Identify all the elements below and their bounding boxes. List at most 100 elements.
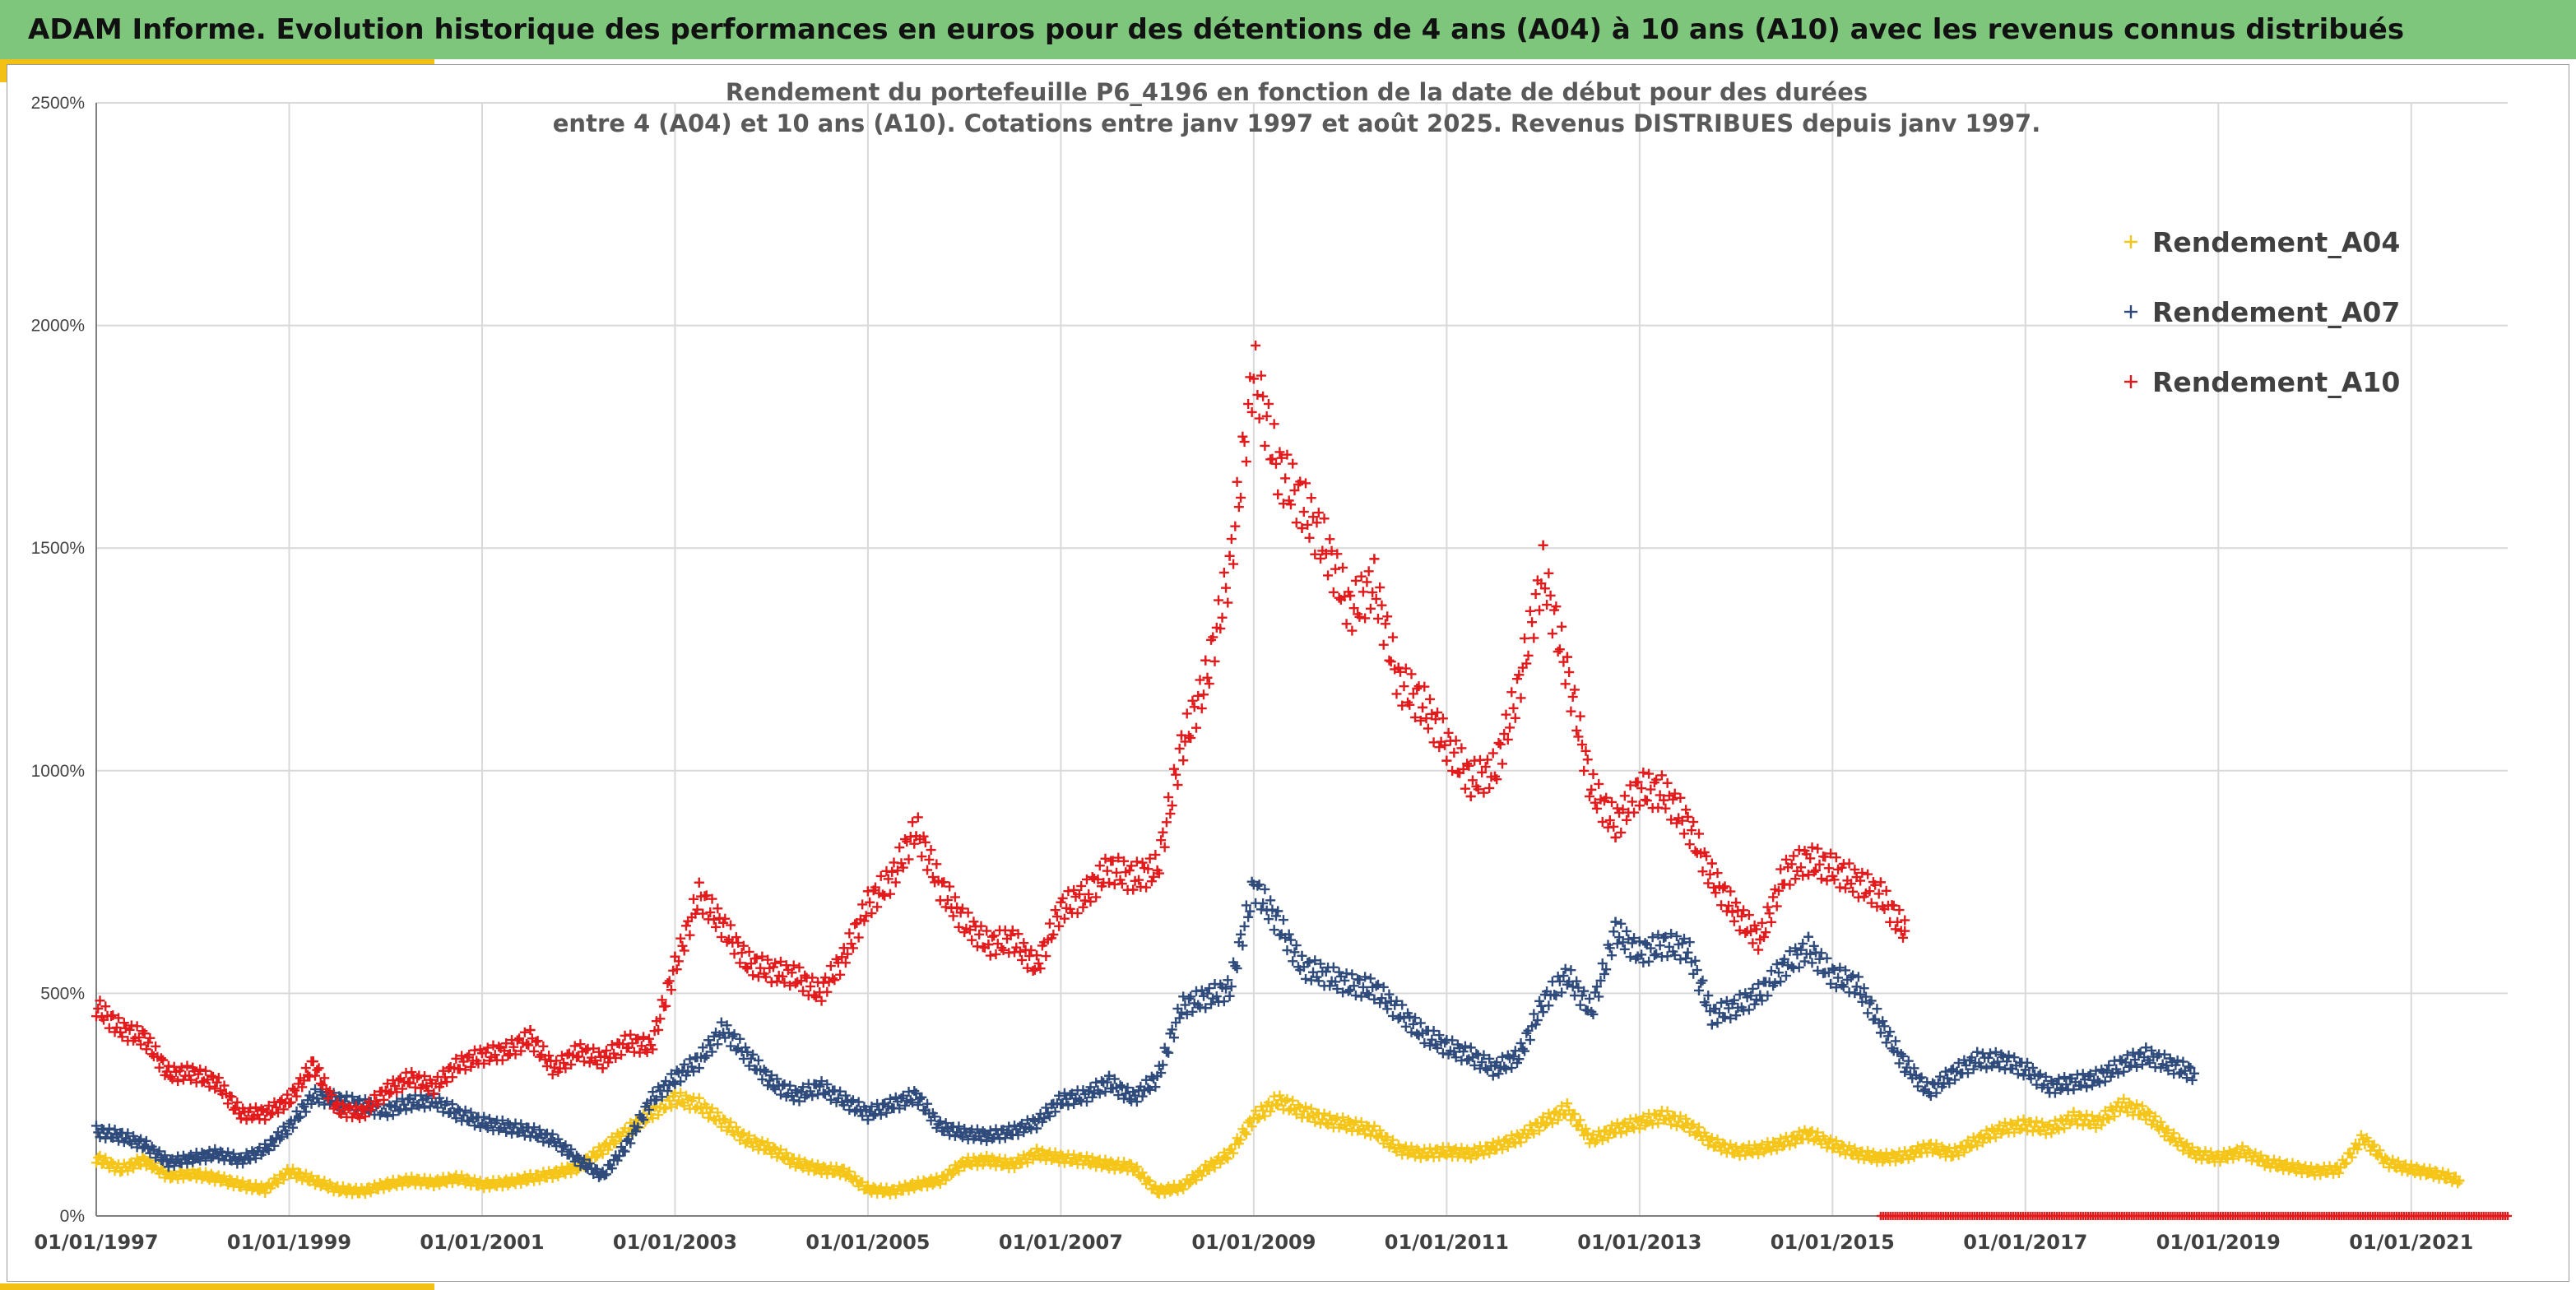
data-point <box>384 1182 395 1193</box>
data-point <box>1137 1167 1148 1178</box>
data-point <box>2389 1162 2400 1172</box>
data-point <box>1050 1147 1061 1158</box>
data-point <box>2091 1122 2101 1133</box>
data-point <box>1994 1120 2005 1130</box>
data-point <box>2137 1101 2147 1111</box>
data-point <box>250 1179 261 1190</box>
data-point <box>182 1158 193 1169</box>
data-point <box>1534 1125 1545 1136</box>
data-point <box>2104 1114 2114 1125</box>
data-point <box>597 1148 608 1159</box>
data-point <box>1590 1137 1600 1148</box>
data-point <box>1032 1144 1042 1154</box>
data-point <box>1462 1144 1473 1155</box>
data-point <box>1010 1162 1020 1173</box>
data-point <box>1863 1145 1873 1156</box>
data-point <box>838 1163 849 1174</box>
data-point <box>775 1144 786 1155</box>
data-point <box>592 1151 602 1162</box>
data-point <box>2015 1124 2026 1135</box>
data-point <box>748 1141 759 1152</box>
data-point <box>1399 1144 1409 1154</box>
data-point <box>2367 1141 2378 1152</box>
data-point <box>1790 1138 1801 1148</box>
data-point <box>260 1187 271 1198</box>
data-point <box>1603 1133 1613 1144</box>
data-point <box>1545 1113 1556 1124</box>
data-point <box>1835 1147 1845 1158</box>
data-point <box>141 1161 151 1172</box>
data-point <box>1706 1133 1717 1144</box>
data-point <box>918 1175 929 1186</box>
data-point <box>1634 1123 1645 1134</box>
data-point <box>1469 1143 1480 1153</box>
data-point <box>429 1181 439 1192</box>
data-point <box>1984 1133 1995 1144</box>
accent-stripe-left <box>0 59 7 82</box>
x-tick-label: 01/01/2009 <box>1191 1231 1316 1254</box>
data-point <box>337 1181 348 1191</box>
data-point <box>219 1171 230 1181</box>
data-point <box>2122 1107 2133 1118</box>
data-point <box>1084 1158 1094 1168</box>
data-point <box>731 1122 741 1133</box>
data-point <box>2144 1108 2155 1119</box>
data-point <box>2333 1167 2344 1178</box>
data-point <box>1775 1134 1786 1144</box>
data-point <box>2178 1145 2188 1156</box>
data-point <box>1913 1141 1924 1152</box>
data-point <box>1093 1156 1103 1167</box>
x-tick-label: 01/01/2021 <box>2349 1231 2473 1254</box>
data-point <box>1471 1150 1482 1161</box>
data-point <box>2148 1116 2159 1126</box>
banner-title: ADAM Informe. Evolution historique des p… <box>28 13 2405 46</box>
data-point <box>720 1115 731 1125</box>
data-point <box>1746 1147 1757 1158</box>
data-point <box>2165 1135 2175 1146</box>
data-point <box>2054 1125 2064 1135</box>
data-point <box>1890 1156 1901 1167</box>
data-point <box>1119 1157 1130 1167</box>
data-point <box>2072 1119 2082 1130</box>
data-point <box>100 1153 111 1163</box>
data-point <box>1718 1138 1729 1148</box>
data-point <box>1684 1126 1695 1137</box>
data-point <box>1688 1119 1699 1130</box>
data-point <box>1415 1153 1426 1163</box>
data-point <box>2163 1125 2174 1135</box>
data-point <box>1097 1162 1107 1172</box>
data-point <box>1653 1118 1664 1129</box>
data-point <box>2430 1166 2441 1176</box>
data-point <box>1831 1135 1841 1146</box>
data-point <box>378 1184 389 1195</box>
data-point <box>136 1134 146 1144</box>
data-point <box>393 1174 404 1185</box>
data-point <box>109 1125 120 1135</box>
data-point <box>2068 1107 2079 1117</box>
data-point <box>1209 1162 1220 1173</box>
data-point <box>690 1103 701 1114</box>
x-tick-label: 01/01/1999 <box>227 1231 351 1254</box>
x-tick-label: 01/01/2019 <box>2156 1231 2281 1254</box>
data-marks <box>91 340 2512 1220</box>
data-point <box>2306 1161 2317 1172</box>
x-tick-label: 01/01/2017 <box>1963 1231 2087 1254</box>
data-point <box>1236 1135 1246 1145</box>
data-point <box>2063 1110 2073 1121</box>
data-point <box>744 1130 754 1141</box>
data-point <box>2380 1153 2391 1163</box>
data-point <box>1228 1148 1239 1158</box>
data-point <box>2009 1127 2020 1138</box>
x-tick-label: 01/01/2003 <box>613 1231 737 1254</box>
data-point <box>2191 1153 2202 1163</box>
data-point <box>1221 1152 1232 1162</box>
data-point <box>1022 1158 1033 1168</box>
data-point <box>1616 1128 1627 1139</box>
data-point <box>844 1166 855 1176</box>
data-point <box>1785 1140 1795 1151</box>
data-point <box>1597 1135 1608 1145</box>
data-point <box>104 1123 114 1134</box>
data-point <box>2374 1145 2385 1156</box>
data-point <box>1183 1179 1194 1190</box>
